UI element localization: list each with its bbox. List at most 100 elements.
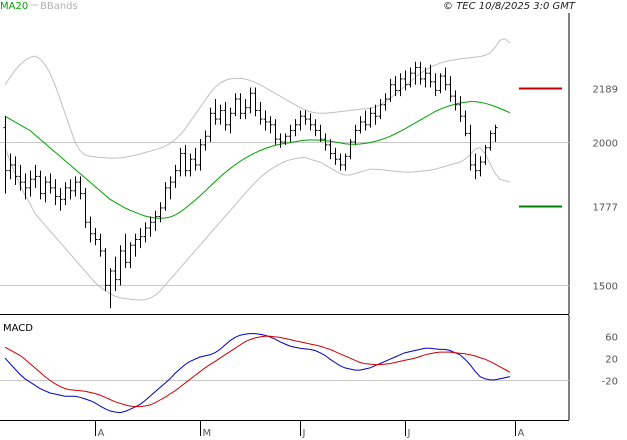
bbands-lower-line [4, 147, 511, 301]
ohlc-bar [323, 133, 328, 151]
signal-line [4, 335, 511, 408]
resistance-level-label: 2189 [593, 85, 618, 96]
ohlc-bar [8, 153, 13, 180]
x-tick-label-A: A [518, 428, 525, 439]
ohlc-bar [263, 110, 268, 131]
macd-y-tick-label: -20 [602, 377, 618, 388]
x-tick-label-A: A [98, 428, 105, 439]
ohlc-bar [198, 139, 203, 171]
ohlc-bar [383, 93, 388, 111]
ohlc-bar [433, 73, 438, 97]
ohlc-bar [233, 93, 238, 117]
x-tick-label-J: J [407, 428, 411, 439]
ohlc-bar [428, 64, 433, 88]
ohlc-bar [458, 96, 463, 122]
ohlc-bar [173, 164, 178, 188]
ohlc-bar [123, 233, 128, 269]
ohlc-bar [388, 78, 393, 102]
chart-header: MA20 BBands © TEC 10/8/2025 3:0 GMT [0, 1, 576, 12]
ohlc-bar [88, 216, 93, 243]
ohlc-bar [443, 67, 448, 91]
ohlc-bar [103, 248, 108, 292]
ohlc-bar [138, 228, 143, 249]
macd-y-tick-label: 20 [605, 355, 618, 366]
ohlc-bar [488, 130, 493, 151]
legend-bbands: BBands [40, 1, 78, 12]
support-level-label: 1777 [593, 203, 618, 214]
ohlc-bar [328, 139, 333, 160]
ohlc-bar [473, 153, 478, 180]
ohlc-bar [338, 153, 343, 171]
ohlc-bar [398, 73, 403, 97]
ohlc-bar [193, 147, 198, 171]
ohlc-bar [113, 256, 118, 292]
ohlc-bar [118, 245, 123, 286]
ohlc-bar [13, 156, 18, 185]
x-tick-label-J: J [302, 428, 306, 439]
ohlc-bar [203, 130, 208, 151]
ohlc-bar [223, 101, 228, 131]
ohlc-bar [288, 124, 293, 142]
ohlc-bar [283, 133, 288, 145]
macd-lines [4, 333, 511, 414]
ohlc-bar [468, 124, 473, 171]
ohlc-bar [73, 176, 78, 197]
ohlc-bar [343, 153, 348, 171]
ohlc-bar [373, 104, 378, 125]
ohlc-bar [43, 176, 48, 203]
ohlc-bar [33, 164, 38, 188]
ohlc-bar [368, 107, 373, 128]
ohlc-bars [3, 61, 498, 309]
ohlc-bar [168, 176, 173, 200]
ohlc-bar [243, 99, 248, 120]
price-y-tick-label-2000: 2000 [593, 139, 618, 150]
macd-y-tick-labels: 60 20 -20 [602, 333, 618, 388]
ohlc-bar [478, 156, 483, 177]
ohlc-bar [133, 233, 138, 257]
macd-y-tick-label: 60 [605, 333, 618, 344]
ohlc-bar [78, 176, 83, 200]
ohlc-bar [363, 110, 368, 131]
ohlc-bar [298, 110, 303, 131]
ohlc-bar [213, 99, 218, 125]
ohlc-bar [438, 73, 443, 94]
ohlc-bar [483, 144, 488, 165]
ohlc-bar [308, 113, 313, 131]
ohlc-bar [108, 268, 113, 309]
ohlc-bar [273, 119, 278, 145]
ma20-line-group [4, 101, 511, 219]
ohlc-bar [48, 173, 53, 194]
ohlc-bar [58, 187, 63, 211]
ohlc-bar [408, 67, 413, 88]
ohlc-bar [18, 164, 23, 191]
macd-line [4, 333, 511, 414]
ohlc-bar [358, 116, 363, 134]
ohlc-bar [98, 233, 103, 257]
ohlc-bar [183, 144, 188, 177]
bbands-upper-line [4, 38, 511, 159]
ohlc-bar [83, 187, 88, 228]
ohlc-bar [208, 107, 213, 142]
ohlc-bar [463, 110, 468, 137]
ohlc-bar [188, 153, 193, 177]
ohlc-bar [318, 124, 323, 142]
ohlc-bar [38, 170, 43, 200]
ohlc-bar [128, 242, 133, 269]
legend-ma20: MA20 [0, 1, 28, 12]
copyright-text: © TEC 10/8/2025 3:0 GMT [443, 1, 576, 12]
ohlc-bar [178, 147, 183, 177]
ohlc-bar [493, 124, 498, 142]
ohlc-bar [448, 76, 453, 102]
x-tick-label-M: M [203, 428, 212, 439]
ohlc-bar [248, 87, 253, 114]
ohlc-bar [23, 173, 28, 200]
ohlc-bar [278, 133, 283, 148]
ohlc-bar [238, 93, 243, 120]
ohlc-bar [28, 170, 33, 197]
ohlc-bar [143, 222, 148, 243]
ohlc-bar [413, 61, 418, 85]
ohlc-bar [148, 216, 153, 237]
ohlc-bar [228, 107, 233, 134]
ohlc-bar [418, 61, 423, 85]
